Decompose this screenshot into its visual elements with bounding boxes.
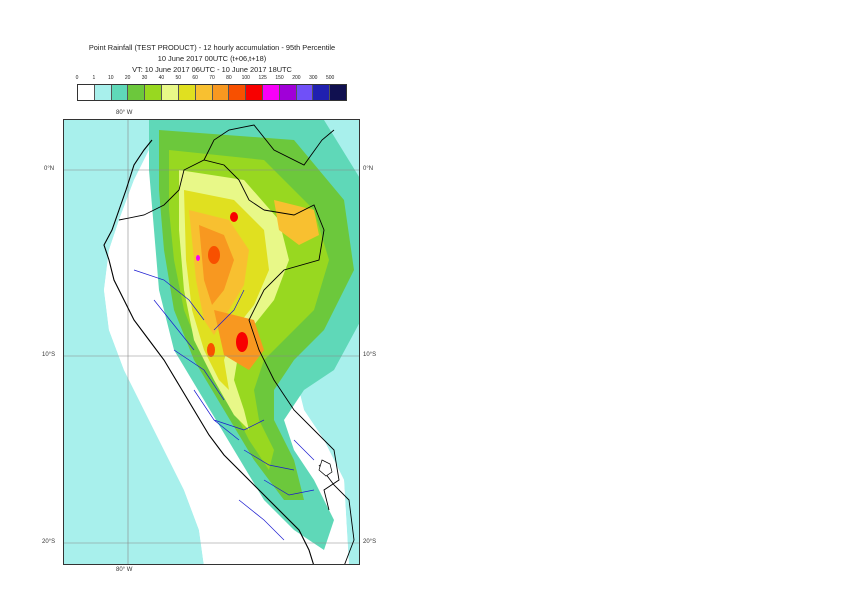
legend-swatch-100 [246,85,263,100]
legend-tick-20: 20 [124,75,131,81]
rain-core-3 [236,332,248,352]
legend-swatch-80 [229,85,247,100]
legend-tick-0: 0 [75,75,79,81]
country-border-bolivia [318,464,355,564]
legend-swatch-50 [178,85,196,100]
legend-tick-150: 150 [275,75,284,81]
map-title-line-2: 10 June 2017 00UTC (t+06,t+18) [157,54,267,63]
rain-core-1 [208,246,220,264]
admin-borders [133,269,315,541]
legend-swatch-0 [78,85,95,100]
legend-tick-40: 40 [158,75,165,81]
light-rain-area-west [64,120,204,564]
legend-swatch-150 [279,85,297,100]
country-border-colombia [203,124,335,166]
legend-tick-200: 200 [292,75,301,81]
map-title-line-3: VT: 10 June 2017 06UTC - 10 June 2017 18… [132,65,292,74]
legend-swatch-200 [296,85,314,100]
legend-swatch-500 [330,85,346,100]
legend-tick-300: 300 [309,75,318,81]
lat-label-right-20: 20°S [363,539,377,545]
legend-tick-labels: 0 1 10 20 30 40 50 60 70 80 100 125 150 200 300 500 [75,75,347,83]
legend-tick-500: 500 [325,75,335,81]
legend-swatch-10 [111,85,129,100]
legend-tick-30: 30 [141,75,148,81]
legend-swatch-1 [94,85,112,100]
rain-core-5 [196,255,200,261]
color-legend [77,84,347,101]
lat-label-left-0: 0°N [44,166,55,172]
legend-swatch-20 [128,85,146,100]
lat-label-left-20: 20°S [42,539,56,545]
rain-band-east-orange [274,200,319,245]
legend-tick-100: 100 [241,75,250,81]
lat-label-right-10: 10°S [363,352,377,358]
map-canvas [64,120,359,564]
legend-tick-10: 10 [107,75,114,81]
coastline [103,139,314,564]
legend-tick-70: 70 [209,75,215,81]
lon-label-top: 80° W [116,110,133,116]
legend-swatch-125 [262,85,280,100]
rain-core-2 [230,212,238,222]
lon-label-bottom: 80° W [116,567,133,573]
legend-tick-125: 125 [258,75,267,81]
legend-tick-80: 80 [226,75,232,81]
legend-tick-60: 60 [192,75,198,81]
rainfall-map[interactable] [63,119,360,565]
legend-swatch-300 [313,85,331,100]
lake-titicaca [318,459,333,477]
country-border-peru-brazil [248,204,340,511]
lat-label-left-10: 10°S [42,352,56,358]
rain-band-80mm [199,225,234,305]
legend-tick-50: 50 [175,75,182,81]
legend-swatch-70 [212,85,230,100]
legend-swatch-30 [145,85,163,100]
country-border-ecuador-peru [118,159,265,221]
lat-label-right-0: 0°N [363,166,374,172]
legend-tick-1: 1 [92,75,96,81]
legend-swatch-40 [162,85,179,100]
map-title-line-1: Point Rainfall (TEST PRODUCT) - 12 hourl… [88,43,336,52]
legend-swatch-60 [195,85,213,100]
rain-core-4 [207,343,215,357]
